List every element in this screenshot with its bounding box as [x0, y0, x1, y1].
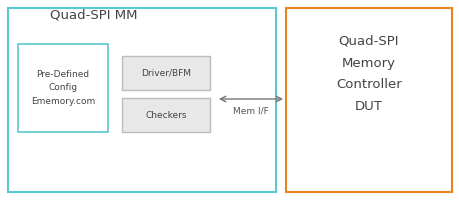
Text: Memory: Memory: [341, 56, 395, 70]
Text: DUT: DUT: [354, 100, 382, 114]
Text: Pre-Defined
Config
Ememory.com: Pre-Defined Config Ememory.com: [31, 70, 95, 106]
Text: Checkers: Checkers: [145, 110, 186, 119]
Text: Quad-SPI MM: Quad-SPI MM: [50, 9, 137, 22]
Text: Controller: Controller: [336, 78, 401, 92]
Bar: [18, 44, 108, 132]
Bar: [285, 8, 451, 192]
Text: Driver/BFM: Driver/BFM: [141, 68, 190, 77]
Text: Mem I/F: Mem I/F: [233, 107, 269, 116]
Bar: [122, 98, 210, 132]
Bar: [122, 56, 210, 90]
Text: Quad-SPI: Quad-SPI: [338, 34, 398, 47]
Bar: [8, 8, 275, 192]
